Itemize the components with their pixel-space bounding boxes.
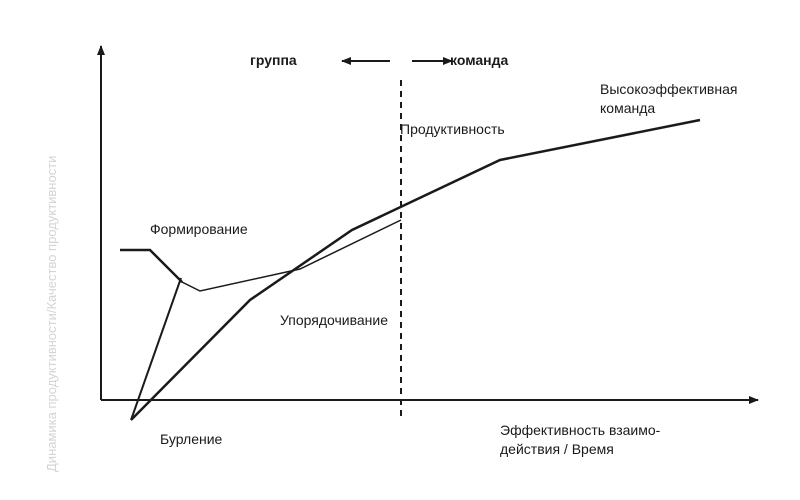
norming-label: Упорядочивание	[280, 312, 388, 328]
storming-dip-line	[130, 277, 182, 421]
group-label: группа	[250, 52, 297, 68]
x-axis-label-line2: действия / Время	[500, 441, 614, 457]
performing-label: Продуктивность	[400, 121, 505, 137]
y-axis-label: Динамика продуктивности/Качество продукт…	[44, 156, 59, 472]
high-performing-label-line2: команда	[600, 100, 655, 116]
forming-label: Формирование	[150, 221, 248, 237]
forming-plateau	[120, 248, 183, 283]
high-performing-label-line1: Высокоэффективная	[600, 81, 737, 97]
storming-label: Бурление	[160, 431, 223, 447]
x-axis-label-line1: Эффективность взаимо-	[500, 422, 661, 438]
performance-curve	[130, 118, 701, 421]
team-label: команда	[450, 52, 508, 68]
